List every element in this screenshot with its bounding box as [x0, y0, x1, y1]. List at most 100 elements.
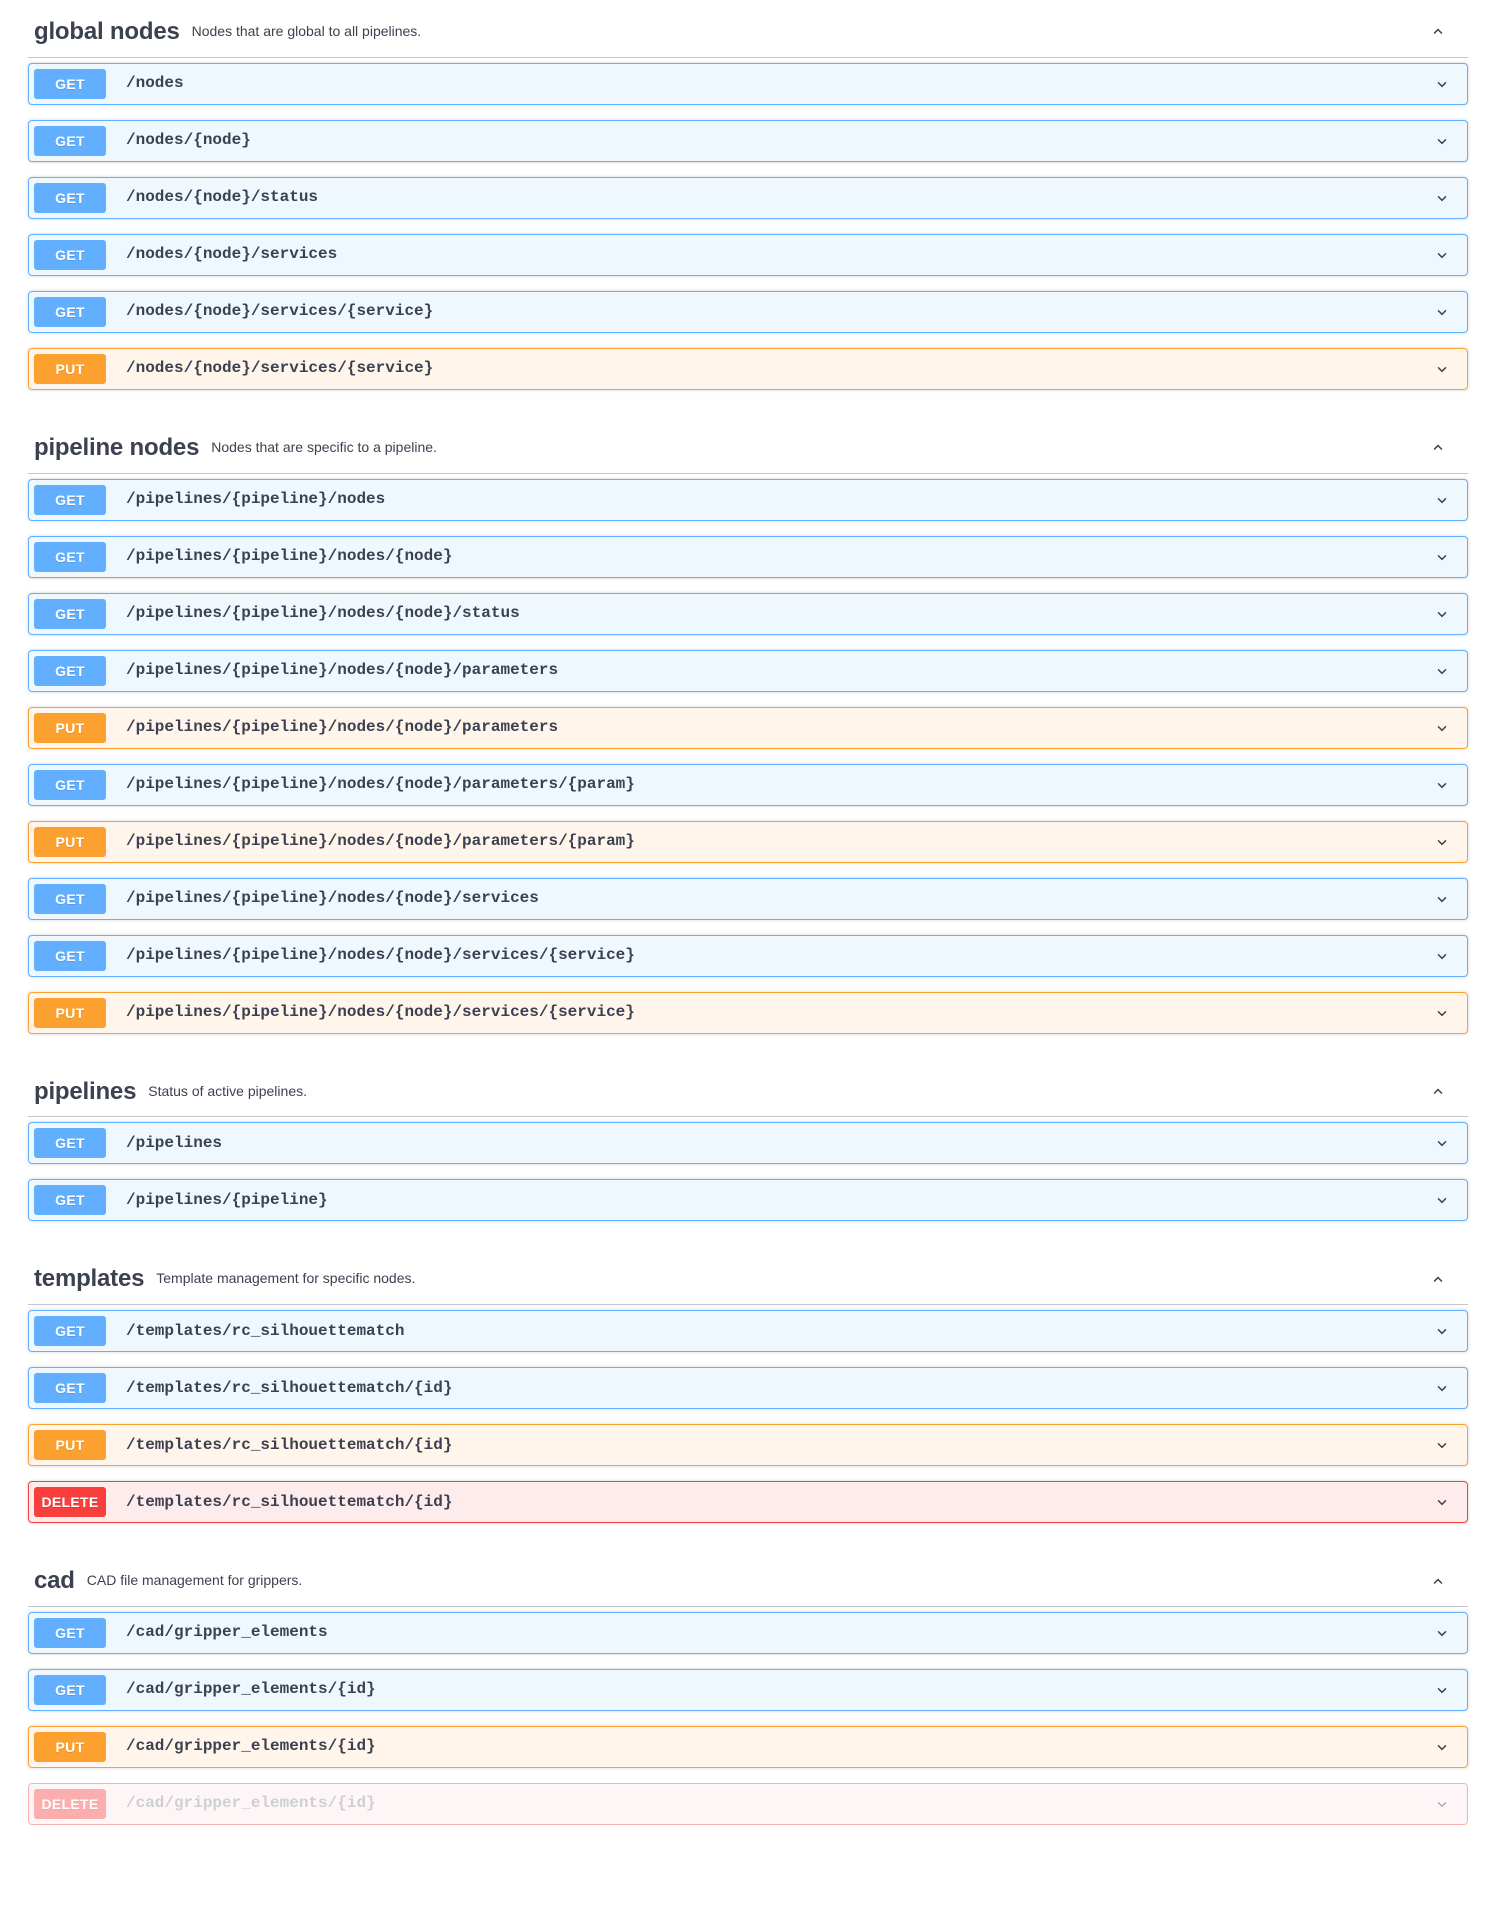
chevron-down-icon[interactable] [1432, 302, 1452, 322]
chevron-down-icon[interactable] [1432, 188, 1452, 208]
chevron-down-icon[interactable] [1432, 547, 1452, 567]
chevron-down-icon[interactable] [1432, 1680, 1452, 1700]
operation-row[interactable]: GET/pipelines/{pipeline}/nodes/{node}/st… [28, 592, 1468, 635]
operation-path: /nodes [126, 74, 184, 93]
http-method-badge: GET [34, 940, 106, 971]
operation-row[interactable]: GET/templates/rc_silhouettematch [28, 1310, 1468, 1353]
operation-row[interactable]: PUT/pipelines/{pipeline}/nodes/{node}/pa… [28, 706, 1468, 749]
http-method-badge: GET [34, 484, 106, 515]
operation-row[interactable]: GET/pipelines/{pipeline}/nodes [28, 478, 1468, 521]
tag-header-cad[interactable]: cad CAD file management for grippers. [28, 1557, 1468, 1607]
tag-description: Nodes that are global to all pipelines. [191, 23, 422, 39]
operation-row[interactable]: GET/nodes [28, 62, 1468, 105]
http-method-badge: GET [34, 1185, 106, 1216]
chevron-down-icon[interactable] [1432, 604, 1452, 624]
operation-row[interactable]: GET/pipelines/{pipeline}/nodes/{node}/se… [28, 877, 1468, 920]
operation-path: /templates/rc_silhouettematch/{id} [126, 1492, 453, 1511]
operation-row[interactable]: GET/nodes/{node} [28, 119, 1468, 162]
tag-name: templates [34, 1265, 145, 1293]
operation-path: /templates/rc_silhouettematch [126, 1321, 405, 1340]
operation-path: /pipelines/{pipeline}/nodes [126, 490, 386, 508]
operation-row[interactable]: PUT/pipelines/{pipeline}/nodes/{node}/pa… [28, 820, 1468, 863]
tag-header-global-nodes[interactable]: global nodes Nodes that are global to all… [28, 8, 1468, 58]
tag-header-templates[interactable]: templates Template management for specifi… [28, 1255, 1468, 1306]
chevron-down-icon[interactable] [1432, 1003, 1452, 1023]
tag-header-pipeline-nodes[interactable]: pipeline nodes Nodes that are specific to… [28, 424, 1468, 474]
chevron-down-icon[interactable] [1432, 1321, 1452, 1341]
chevron-down-icon[interactable] [1432, 718, 1452, 738]
http-method-badge: PUT [34, 712, 106, 743]
chevron-up-icon[interactable] [1428, 22, 1448, 42]
chevron-down-icon[interactable] [1432, 1435, 1452, 1455]
operation-row[interactable]: GET/cad/gripper_elements [28, 1611, 1468, 1654]
chevron-up-icon[interactable] [1428, 1270, 1448, 1290]
chevron-down-icon[interactable] [1432, 245, 1452, 265]
operation-path: /pipelines/{pipeline}/nodes/{node}/param… [126, 718, 559, 736]
operation-path: /cad/gripper_elements/{id} [126, 1737, 376, 1756]
http-method-badge: GET [34, 296, 106, 327]
tag-description: Status of active pipelines. [148, 1082, 307, 1099]
tag-section-pipeline-nodes: pipeline nodes Nodes that are specific to… [28, 424, 1468, 1034]
chevron-down-icon[interactable] [1432, 359, 1452, 379]
chevron-down-icon[interactable] [1432, 131, 1452, 151]
chevron-down-icon[interactable] [1432, 1133, 1452, 1153]
chevron-down-icon[interactable] [1432, 1794, 1452, 1814]
operation-path: /pipelines/{pipeline}/nodes/{node}/param… [126, 661, 559, 679]
http-method-badge: DELETE [34, 1788, 106, 1819]
operation-row[interactable]: GET/nodes/{node}/services [28, 233, 1468, 276]
operation-row[interactable]: PUT/cad/gripper_elements/{id} [28, 1725, 1468, 1768]
operation-path: /cad/gripper_elements/{id} [126, 1794, 376, 1813]
chevron-down-icon[interactable] [1432, 832, 1452, 852]
chevron-down-icon[interactable] [1432, 1190, 1452, 1210]
chevron-down-icon[interactable] [1432, 661, 1452, 681]
chevron-up-icon[interactable] [1428, 1082, 1448, 1102]
chevron-down-icon[interactable] [1432, 1623, 1452, 1643]
chevron-down-icon[interactable] [1432, 490, 1452, 510]
http-method-badge: GET [34, 125, 106, 156]
tag-header-pipelines[interactable]: pipelines Status of active pipelines. [28, 1068, 1468, 1118]
operation-row[interactable]: GET/nodes/{node}/services/{service} [28, 290, 1468, 333]
chevron-down-icon[interactable] [1432, 946, 1452, 966]
http-method-badge: GET [34, 655, 106, 686]
http-method-badge: GET [34, 769, 106, 800]
operation-path: /pipelines/{pipeline} [126, 1190, 328, 1209]
operation-path: /pipelines/{pipeline}/nodes/{node}/servi… [126, 946, 635, 964]
http-method-badge: GET [34, 1674, 106, 1705]
chevron-down-icon[interactable] [1432, 889, 1452, 909]
operation-row[interactable]: DELETE/cad/gripper_elements/{id} [28, 1782, 1468, 1825]
tag-name: global nodes [34, 18, 180, 45]
operation-row[interactable]: GET/pipelines [28, 1122, 1468, 1165]
chevron-down-icon[interactable] [1432, 1737, 1452, 1757]
chevron-down-icon[interactable] [1432, 1378, 1452, 1398]
operation-row[interactable]: GET/nodes/{node}/status [28, 176, 1468, 219]
http-method-badge: GET [34, 883, 106, 914]
operation-path: /pipelines/{pipeline}/nodes/{node}/servi… [126, 889, 539, 907]
operation-row[interactable]: DELETE/templates/rc_silhouettematch/{id} [28, 1481, 1468, 1524]
chevron-down-icon[interactable] [1432, 74, 1452, 94]
operation-row[interactable]: GET/templates/rc_silhouettematch/{id} [28, 1367, 1468, 1410]
http-method-badge: GET [34, 68, 106, 99]
swagger-ui-root: global nodes Nodes that are global to all… [0, 8, 1496, 1928]
operation-row[interactable]: GET/pipelines/{pipeline}/nodes/{node}/se… [28, 934, 1468, 977]
operation-row[interactable]: PUT/templates/rc_silhouettematch/{id} [28, 1424, 1468, 1467]
operation-row[interactable]: GET/pipelines/{pipeline} [28, 1179, 1468, 1222]
operation-path: /pipelines/{pipeline}/nodes/{node}/statu… [126, 604, 520, 622]
operation-row[interactable]: PUT/nodes/{node}/services/{service} [28, 347, 1468, 390]
tag-name: pipelines [34, 1077, 137, 1105]
http-method-badge: GET [34, 182, 106, 213]
operation-path: /nodes/{node} [126, 131, 251, 150]
http-method-badge: GET [34, 598, 106, 629]
chevron-up-icon[interactable] [1428, 1572, 1448, 1592]
operation-row[interactable]: GET/pipelines/{pipeline}/nodes/{node} [28, 535, 1468, 578]
operation-row[interactable]: GET/cad/gripper_elements/{id} [28, 1668, 1468, 1711]
operation-path: /templates/rc_silhouettematch/{id} [126, 1378, 453, 1397]
operation-path: /pipelines [126, 1133, 223, 1152]
chevron-down-icon[interactable] [1432, 775, 1452, 795]
operation-row[interactable]: PUT/pipelines/{pipeline}/nodes/{node}/se… [28, 991, 1468, 1034]
http-method-badge: PUT [34, 826, 106, 857]
operation-row[interactable]: GET/pipelines/{pipeline}/nodes/{node}/pa… [28, 763, 1468, 806]
chevron-down-icon[interactable] [1432, 1492, 1452, 1512]
chevron-up-icon[interactable] [1428, 438, 1448, 458]
tag-section-cad: cad CAD file management for grippers. GET /… [28, 1557, 1468, 1825]
operation-row[interactable]: GET/pipelines/{pipeline}/nodes/{node}/pa… [28, 649, 1468, 692]
